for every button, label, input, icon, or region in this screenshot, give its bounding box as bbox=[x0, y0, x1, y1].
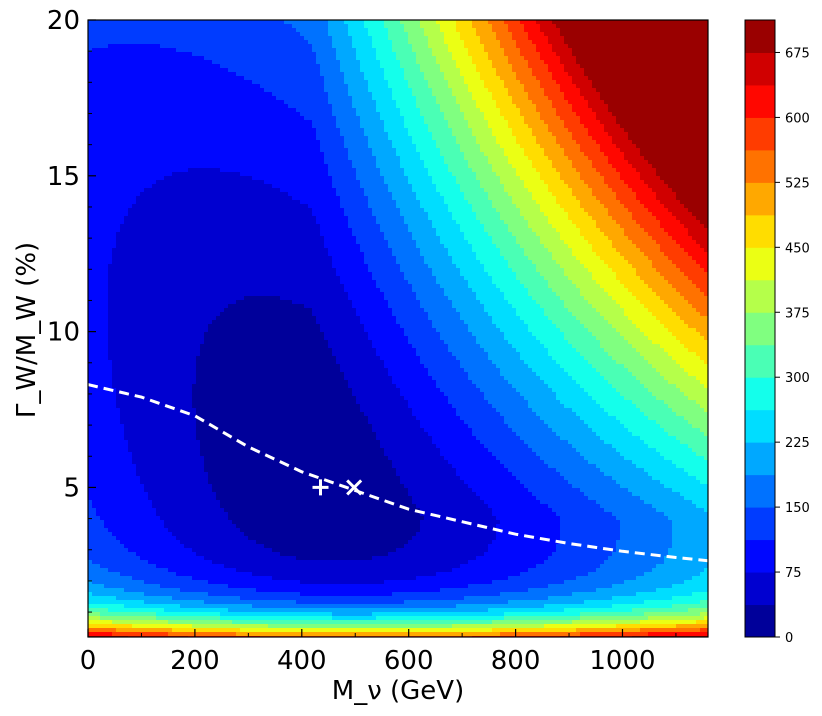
colorbar-tick-label: 525 bbox=[785, 176, 810, 191]
colorbar-band bbox=[745, 604, 775, 638]
x-axis: 0 200 400 600 800 1000 bbox=[80, 629, 677, 676]
colorbar-band bbox=[745, 312, 775, 346]
colorbar-tick-label: 675 bbox=[785, 46, 810, 61]
colorbar-tick-label: 225 bbox=[785, 436, 810, 451]
colorbar-band bbox=[745, 84, 775, 118]
y-tick-label: 5 bbox=[63, 473, 80, 503]
y-tick-label: 10 bbox=[47, 318, 80, 348]
x-tick-label: 0 bbox=[80, 646, 97, 676]
x-tick-label: 200 bbox=[170, 646, 220, 676]
x-tick-label: 1000 bbox=[589, 646, 655, 676]
colorbar-band bbox=[745, 344, 775, 378]
y-tick-label: 15 bbox=[47, 162, 80, 192]
colorbar-band bbox=[745, 182, 775, 216]
colorbar-tick-label: 375 bbox=[785, 306, 810, 321]
y-axis: 5 10 15 20 bbox=[47, 6, 96, 613]
cross-marker bbox=[346, 479, 363, 496]
y-axis-label: Γ_W/M_W (%) bbox=[12, 242, 42, 418]
colorbar-tick-label: 0 bbox=[785, 631, 793, 646]
colorbar-frame bbox=[744, 19, 776, 638]
overlay bbox=[88, 383, 708, 563]
colorbar-band bbox=[745, 377, 775, 411]
colorbar-tick-label: 600 bbox=[785, 111, 810, 126]
colorbar-band bbox=[745, 214, 775, 248]
colorbar-band bbox=[745, 474, 775, 508]
colorbar-band bbox=[745, 117, 775, 151]
colorbar-band bbox=[745, 539, 775, 573]
colorbar-tick-label: 150 bbox=[785, 501, 810, 516]
colorbar-band bbox=[745, 247, 775, 281]
dashed-curve bbox=[88, 383, 708, 563]
x-tick-label: 400 bbox=[277, 646, 327, 676]
y-tick-label: 20 bbox=[47, 6, 80, 36]
colorbar-band bbox=[745, 279, 775, 313]
colorbar-band bbox=[745, 149, 775, 183]
contour-field bbox=[88, 20, 708, 637]
colorbar-tick-label: 450 bbox=[785, 241, 810, 256]
x-tick-label: 600 bbox=[384, 646, 434, 676]
colorbar-tick-label: 300 bbox=[785, 371, 810, 386]
x-tick-label: 800 bbox=[491, 646, 541, 676]
colorbar-band bbox=[745, 20, 775, 53]
x-axis-label: M_ν (GeV) bbox=[332, 676, 464, 706]
plot-frame bbox=[87, 19, 709, 638]
colorbar-band bbox=[745, 507, 775, 541]
colorbar-band bbox=[745, 442, 775, 476]
colorbar-band bbox=[745, 572, 775, 606]
colorbar: 0 75 150 225 300 375 450 525 600 675 bbox=[744, 19, 810, 646]
colorbar-band bbox=[745, 52, 775, 86]
colorbar-band bbox=[745, 409, 775, 443]
plus-marker bbox=[312, 479, 329, 496]
colorbar-tick-label: 75 bbox=[785, 566, 802, 581]
